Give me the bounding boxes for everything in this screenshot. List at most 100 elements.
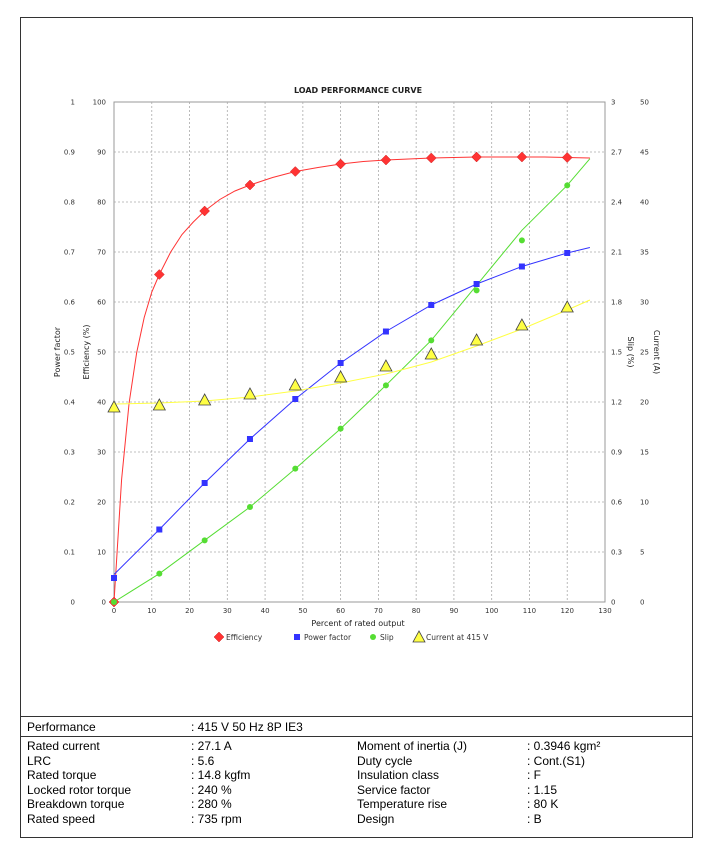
legend-label: Efficiency	[226, 633, 263, 642]
spec-rows: Rated current : 27.1 A Moment of inertia…	[21, 737, 692, 826]
slip-point	[201, 537, 208, 544]
performance-value: : 415 V 50 Hz 8P IE3	[191, 720, 303, 734]
grid	[114, 102, 605, 602]
series-line	[113, 156, 590, 603]
spec-label: Insulation class	[357, 768, 440, 782]
x-tick-label: 50	[298, 607, 307, 615]
x-tick-label: 130	[598, 607, 611, 615]
x-tick-label: 10	[147, 607, 156, 615]
current-tick-label: 35	[640, 249, 649, 257]
current-point	[197, 393, 212, 406]
efficiency-point	[199, 205, 210, 217]
current-point	[412, 630, 426, 643]
slip-point	[246, 504, 253, 510]
spec-row: Locked rotor torque : 240 % Service fact…	[21, 783, 692, 798]
slip-tick-label: 2.1	[611, 249, 622, 257]
slip-point	[473, 287, 480, 294]
efficiency-tick-label: 80	[97, 199, 106, 207]
efficiency-tick-label: 10	[97, 549, 106, 557]
slip-tick-label: 2.7	[611, 149, 622, 157]
spec-row: Rated torque : 14.8 kgfm Insulation clas…	[21, 768, 692, 783]
efficiency-point	[289, 166, 301, 177]
slip-point	[518, 237, 525, 244]
current-point	[469, 333, 484, 346]
x-tick-label: 90	[449, 607, 458, 615]
current-point	[515, 318, 529, 331]
current-point	[152, 398, 166, 411]
spec-value: : 80 K	[527, 797, 559, 811]
spec-value: : 280 %	[191, 797, 232, 811]
slip-tick-label: 0.9	[611, 449, 622, 457]
efficiency-tick-label: 30	[97, 449, 106, 457]
x-tick-label: 120	[561, 607, 574, 615]
current-tick-label: 25	[640, 349, 649, 357]
power-factor-tick-label: 1	[71, 99, 75, 107]
slip-point	[428, 337, 435, 344]
power-factor-point	[564, 250, 571, 256]
x-tick-label: 20	[185, 607, 194, 615]
power-factor-tick-label: 0.2	[64, 499, 75, 507]
spec-value: : 5.6	[191, 753, 215, 768]
power-factor-tick-label: 0.6	[64, 299, 76, 307]
spec-value: : 1.15	[527, 782, 558, 797]
power-factor-point	[382, 328, 389, 335]
efficiency-point	[153, 269, 165, 280]
series-line	[113, 299, 591, 405]
spec-row: LRC : 5.6 Duty cycle : Cont.(S1)	[21, 754, 692, 769]
slip-tick-label: 0	[611, 599, 615, 607]
efficiency-point	[516, 151, 528, 163]
power-factor-point	[292, 396, 299, 402]
power-factor-point	[428, 302, 435, 308]
current-point	[243, 387, 257, 400]
slip-tick-label: 0.3	[611, 549, 622, 557]
spec-value: : 27.1 A	[191, 739, 232, 753]
efficiency-point	[425, 152, 437, 164]
spec-value: : 735 rpm	[191, 811, 242, 826]
chart-title: LOAD PERFORMANCE CURVE	[294, 86, 422, 95]
power-factor-tick-label: 0.5	[64, 349, 75, 357]
spec-row: Breakdown torque : 280 % Temperature ris…	[21, 797, 692, 812]
slip-tick-label: 0.6	[611, 499, 623, 507]
spec-label: Rated torque	[27, 768, 97, 782]
x-tick-label: 60	[336, 607, 345, 615]
slip-point	[292, 465, 299, 472]
efficiency-tick-label: 50	[97, 349, 106, 357]
legend-label: Slip	[380, 633, 394, 642]
series-layer	[107, 151, 591, 608]
performance-row: Performance : 415 V 50 Hz 8P IE3	[21, 716, 692, 737]
spec-value: : B	[527, 811, 542, 826]
slip-tick-label: 1.2	[611, 399, 622, 407]
series-line	[113, 158, 591, 603]
spec-label: LRC	[27, 753, 52, 768]
current-point	[288, 378, 302, 391]
power-factor-point	[473, 281, 480, 287]
chart-legend: Efficiency Power factor Slip Current at 415…	[213, 630, 489, 643]
slip-point	[370, 634, 376, 640]
power-factor-tick-label: 0.9	[64, 149, 75, 157]
current-point	[107, 400, 121, 413]
power-factor-point	[156, 526, 163, 533]
efficiency-tick-label: 100	[93, 99, 106, 107]
spec-label: Locked rotor torque	[27, 782, 132, 797]
current-point	[424, 347, 438, 360]
spec-label: Temperature rise	[357, 797, 448, 811]
spec-label: Service factor	[357, 782, 431, 797]
spec-label: Rated speed	[27, 811, 96, 826]
slip-axis-label: Slip (%)	[626, 337, 635, 368]
power-factor-axis-label: Power factor	[53, 326, 62, 377]
spec-row: Rated current : 27.1 A Moment of inertia…	[21, 739, 692, 754]
efficiency-point	[471, 151, 482, 163]
power-factor-point	[111, 575, 117, 581]
slip-tick-label: 1.8	[611, 299, 622, 307]
spec-label: Duty cycle	[357, 753, 413, 768]
spec-value: : 14.8 kgfm	[191, 768, 251, 782]
efficiency-tick-label: 0	[102, 599, 106, 607]
spec-label: Rated current	[27, 739, 100, 753]
power-factor-tick-label: 0.8	[64, 199, 75, 207]
spec-value: : F	[527, 768, 541, 782]
x-tick-label: 110	[523, 607, 536, 615]
efficiency-point	[213, 631, 225, 643]
spec-value: : 0.3946 kgm²	[527, 739, 601, 753]
spec-row: Rated speed : 735 rpm Design : B	[21, 812, 692, 827]
efficiency-tick-label: 40	[97, 399, 106, 407]
